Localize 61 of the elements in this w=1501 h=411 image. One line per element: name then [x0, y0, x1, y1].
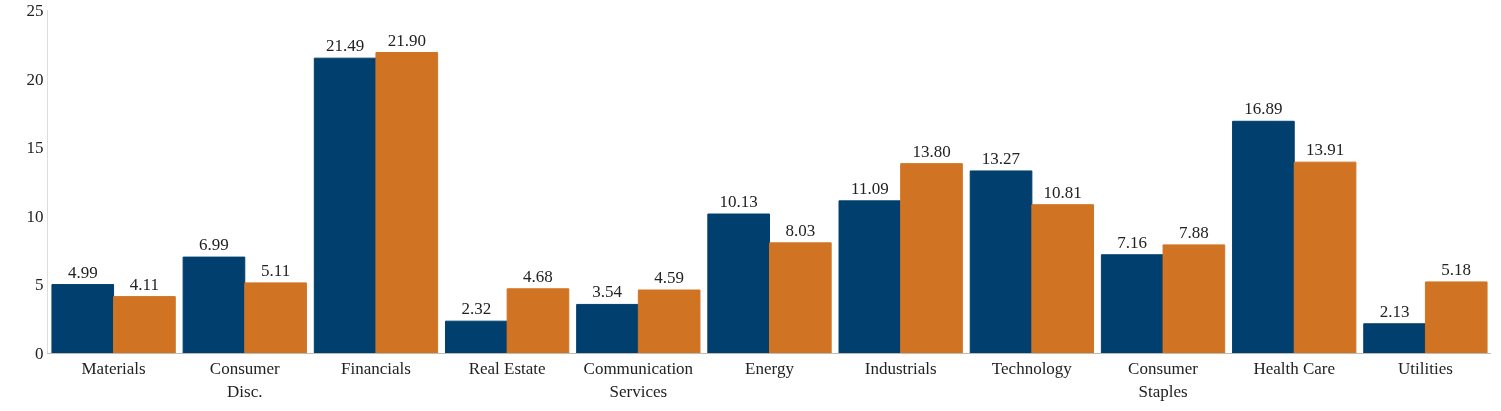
data-label: 4.11: [129, 274, 159, 294]
bar: [1100, 254, 1164, 353]
data-label: 7.16: [1117, 232, 1148, 252]
y-tick-label: 25: [26, 0, 44, 20]
data-label: 16.89: [1244, 99, 1283, 119]
bar: [900, 163, 963, 353]
x-tick-label: Health Care: [1253, 359, 1336, 379]
data-label: 5.18: [1441, 259, 1472, 279]
data-label: 5.11: [261, 260, 291, 280]
data-label: 13.80: [912, 141, 951, 161]
data-label: 7.88: [1179, 222, 1209, 242]
y-tick-label: 0: [35, 343, 44, 363]
bar: [1162, 244, 1226, 353]
data-label: 2.32: [461, 299, 492, 319]
bar: [51, 284, 115, 353]
data-label: 2.13: [1379, 301, 1410, 321]
bar: [576, 303, 639, 353]
x-tick-label: Consumer Staples: [1128, 359, 1199, 401]
y-tick-label: 15: [26, 138, 44, 158]
y-tick-label: 5: [35, 275, 44, 295]
bar: [506, 288, 570, 353]
x-tick-label: Real Estate: [468, 359, 546, 379]
data-label: 13.91: [1305, 140, 1345, 160]
data-label: 6.99: [199, 235, 229, 255]
y-tick-label: 20: [26, 69, 44, 89]
bar: [707, 213, 770, 353]
data-label: 4.59: [654, 268, 685, 288]
x-tick-label: Materials: [81, 359, 146, 379]
bar: [244, 282, 307, 353]
bar: [969, 170, 1033, 353]
bar: [113, 296, 176, 353]
data-label: 21.49: [326, 36, 365, 56]
bar: [769, 242, 832, 353]
bar: [313, 57, 377, 353]
x-tick-label: Technology: [991, 359, 1073, 379]
data-label: 13.27: [981, 148, 1021, 168]
x-tick-label: Utilities: [1398, 359, 1453, 379]
bar: [1031, 204, 1095, 353]
data-label: 21.90: [387, 30, 426, 50]
data-label: 10.81: [1043, 182, 1082, 202]
data-label: 11.09: [851, 178, 889, 198]
x-tick-label: Communication Services: [583, 359, 694, 401]
data-label: 4.99: [67, 262, 98, 282]
x-tick-label: Financials: [341, 359, 411, 379]
y-tick-label: 10: [26, 206, 44, 226]
data-label: 3.54: [592, 282, 623, 302]
data-label: 4.68: [523, 266, 553, 286]
x-tick-label: Industrials: [864, 359, 937, 379]
data-label: 10.13: [719, 192, 758, 212]
bar: [1232, 120, 1295, 353]
bar: [444, 320, 508, 353]
data-label: 8.03: [785, 220, 816, 240]
bar: [1424, 281, 1488, 353]
bar: [637, 289, 701, 353]
bar: [375, 52, 439, 353]
x-tick-label: Energy: [745, 359, 795, 379]
bar: [1363, 323, 1426, 353]
bar: [1293, 161, 1357, 353]
bar: [182, 256, 246, 353]
bar: [838, 200, 902, 353]
x-tick-label: Consumer Disc.: [209, 359, 281, 401]
